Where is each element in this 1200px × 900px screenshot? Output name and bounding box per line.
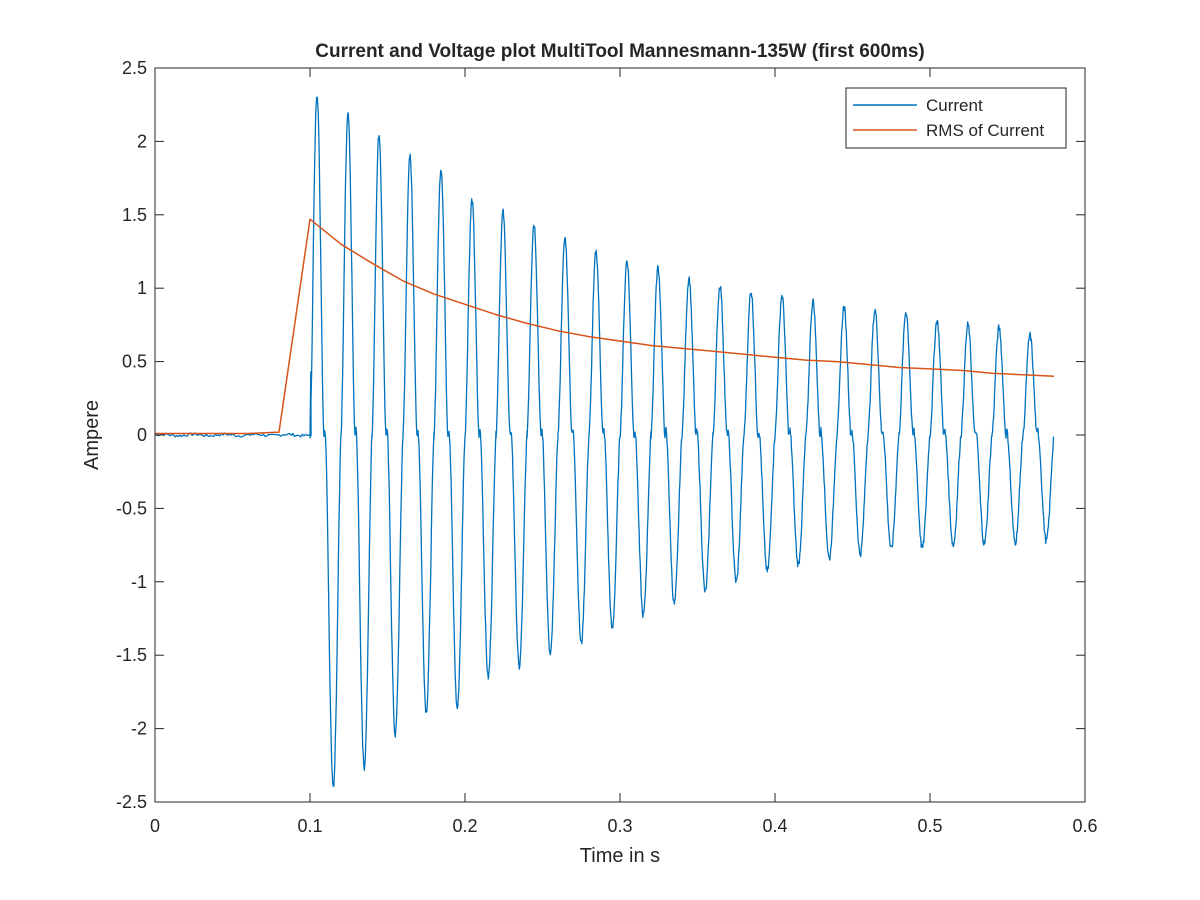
current-series-layer bbox=[154, 96, 1055, 787]
legend: Current RMS of Current bbox=[845, 87, 1067, 149]
y-tick-label: -0.5 bbox=[116, 498, 147, 518]
x-tick-label: 0 bbox=[150, 816, 160, 836]
y-tick-label: 2.5 bbox=[122, 58, 147, 78]
y-tick-label: -2.5 bbox=[116, 792, 147, 812]
y-tick-label: -1 bbox=[131, 572, 147, 592]
chart-title: Current and Voltage plot MultiTool Manne… bbox=[315, 41, 924, 62]
y-tick-label: 0.5 bbox=[122, 352, 147, 372]
y-axis-label: Ampere bbox=[81, 400, 103, 470]
rms-series-layer bbox=[155, 218, 1055, 435]
x-tick-label: 0.4 bbox=[762, 816, 787, 836]
y-tick-label: -2 bbox=[131, 719, 147, 739]
legend-label-current: Current bbox=[926, 96, 983, 115]
y-tick-label: 1.5 bbox=[122, 205, 147, 225]
legend-label-rms: RMS of Current bbox=[926, 121, 1044, 140]
y-tick-label: 0 bbox=[137, 425, 147, 445]
x-tick-label: 0.1 bbox=[297, 816, 322, 836]
series-line-current bbox=[154, 96, 1055, 787]
y-tick-label: -1.5 bbox=[116, 645, 147, 665]
x-tick-label: 0.2 bbox=[452, 816, 477, 836]
series-line-rms bbox=[155, 218, 1055, 435]
x-tick-label: 0.6 bbox=[1072, 816, 1097, 836]
y-tick-label: 2 bbox=[137, 131, 147, 151]
ticks-layer: 0 0.1 0.2 0.3 0.4 0.5 0.6 -2.5 -2 -1.5 -1 -0.5 0 0.5 1… bbox=[116, 58, 1098, 836]
x-tick-label: 0.5 bbox=[917, 816, 942, 836]
y-tick-label: 1 bbox=[137, 278, 147, 298]
x-axis-label: Time in s bbox=[580, 845, 660, 867]
legend-box bbox=[845, 87, 1067, 149]
x-tick-label: 0.3 bbox=[607, 816, 632, 836]
